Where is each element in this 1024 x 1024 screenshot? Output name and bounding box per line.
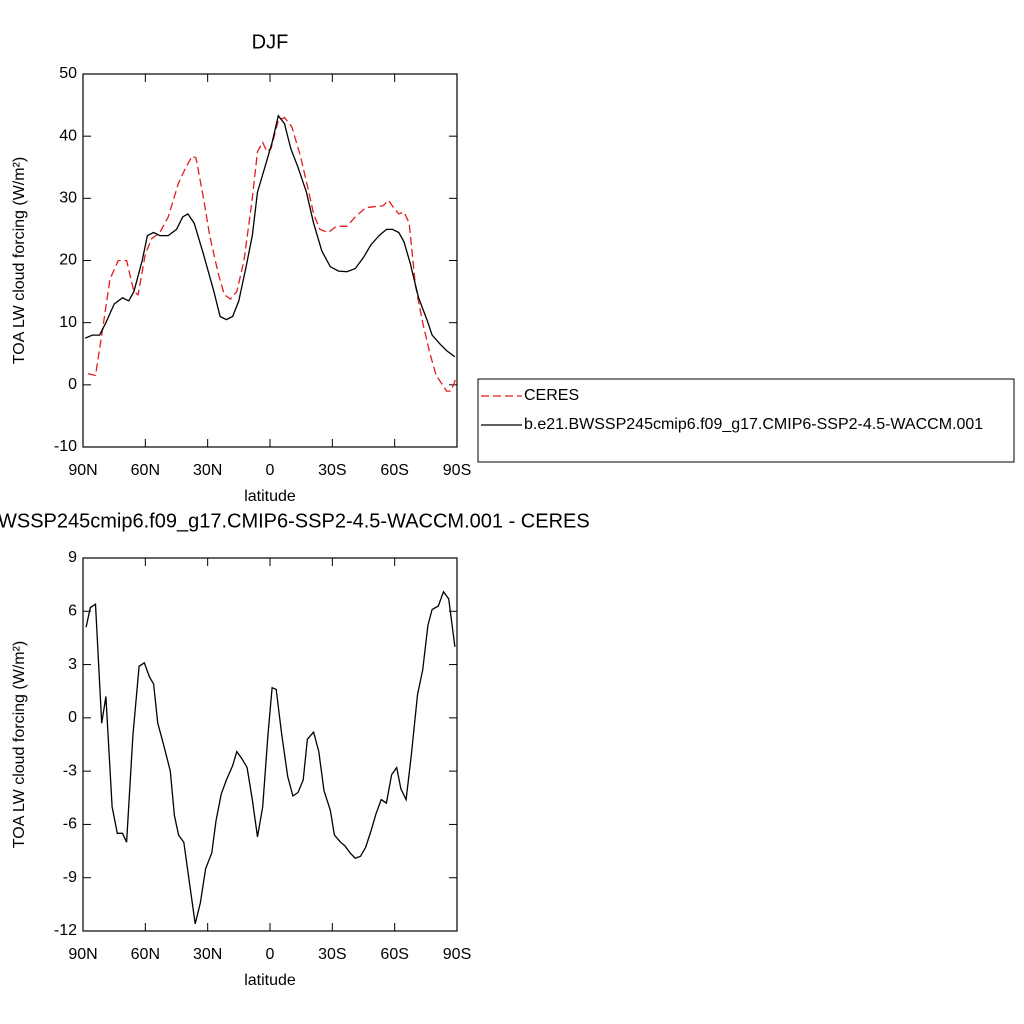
y-tick-label: -9 bbox=[63, 869, 77, 886]
y-tick-label: -3 bbox=[63, 762, 77, 779]
x-tick-label: 90N bbox=[68, 462, 97, 479]
y-tick-label: 3 bbox=[68, 656, 77, 673]
y-tick-label: 0 bbox=[68, 709, 77, 726]
y-tick-label: -10 bbox=[54, 438, 77, 455]
y-tick-label: 6 bbox=[68, 603, 77, 620]
data-line bbox=[87, 116, 457, 392]
y-tick-label: 9 bbox=[68, 549, 77, 566]
x-tick-label: 30N bbox=[193, 946, 222, 963]
y-axis-label: TOA LW cloud forcing (W/m²) bbox=[11, 157, 28, 364]
legend-label: b.e21.BWSSP245cmip6.f09_g17.CMIP6-SSP2-4… bbox=[524, 416, 983, 433]
x-tick-label: 30S bbox=[318, 946, 346, 963]
x-tick-label: 30N bbox=[193, 462, 222, 479]
y-tick-label: -6 bbox=[63, 816, 77, 833]
x-tick-label: 90N bbox=[68, 946, 97, 963]
legend-box bbox=[477, 378, 1015, 463]
y-tick-label: 40 bbox=[59, 127, 77, 144]
y-tick-label: 10 bbox=[59, 314, 77, 331]
y-tick-label: -12 bbox=[54, 922, 77, 939]
data-line bbox=[85, 590, 456, 925]
chart-title: WSSP245cmip6.f09_g17.CMIP6-SSP2-4.5-WACC… bbox=[0, 510, 590, 532]
legend-label: CERES bbox=[524, 387, 579, 404]
x-axis-label: latitude bbox=[244, 488, 296, 505]
x-tick-label: 60N bbox=[131, 946, 160, 963]
x-tick-label: 60S bbox=[380, 462, 408, 479]
x-tick-label: 90S bbox=[443, 462, 471, 479]
x-tick-label: 90S bbox=[443, 946, 471, 963]
data-line bbox=[84, 114, 456, 358]
y-tick-label: 30 bbox=[59, 190, 77, 207]
x-tick-label: 0 bbox=[266, 946, 275, 963]
x-axis-label: latitude bbox=[244, 972, 296, 989]
y-axis-label: TOA LW cloud forcing (W/m²) bbox=[11, 641, 28, 848]
y-tick-label: 20 bbox=[59, 252, 77, 269]
x-tick-label: 60S bbox=[380, 946, 408, 963]
plot-frame bbox=[82, 557, 458, 932]
x-tick-label: 60N bbox=[131, 462, 160, 479]
y-tick-label: 50 bbox=[59, 65, 77, 82]
chart-title: DJF bbox=[252, 31, 289, 53]
x-tick-label: 30S bbox=[318, 462, 346, 479]
y-tick-label: 0 bbox=[68, 376, 77, 393]
plot-frame bbox=[82, 73, 458, 448]
x-tick-label: 0 bbox=[266, 462, 275, 479]
